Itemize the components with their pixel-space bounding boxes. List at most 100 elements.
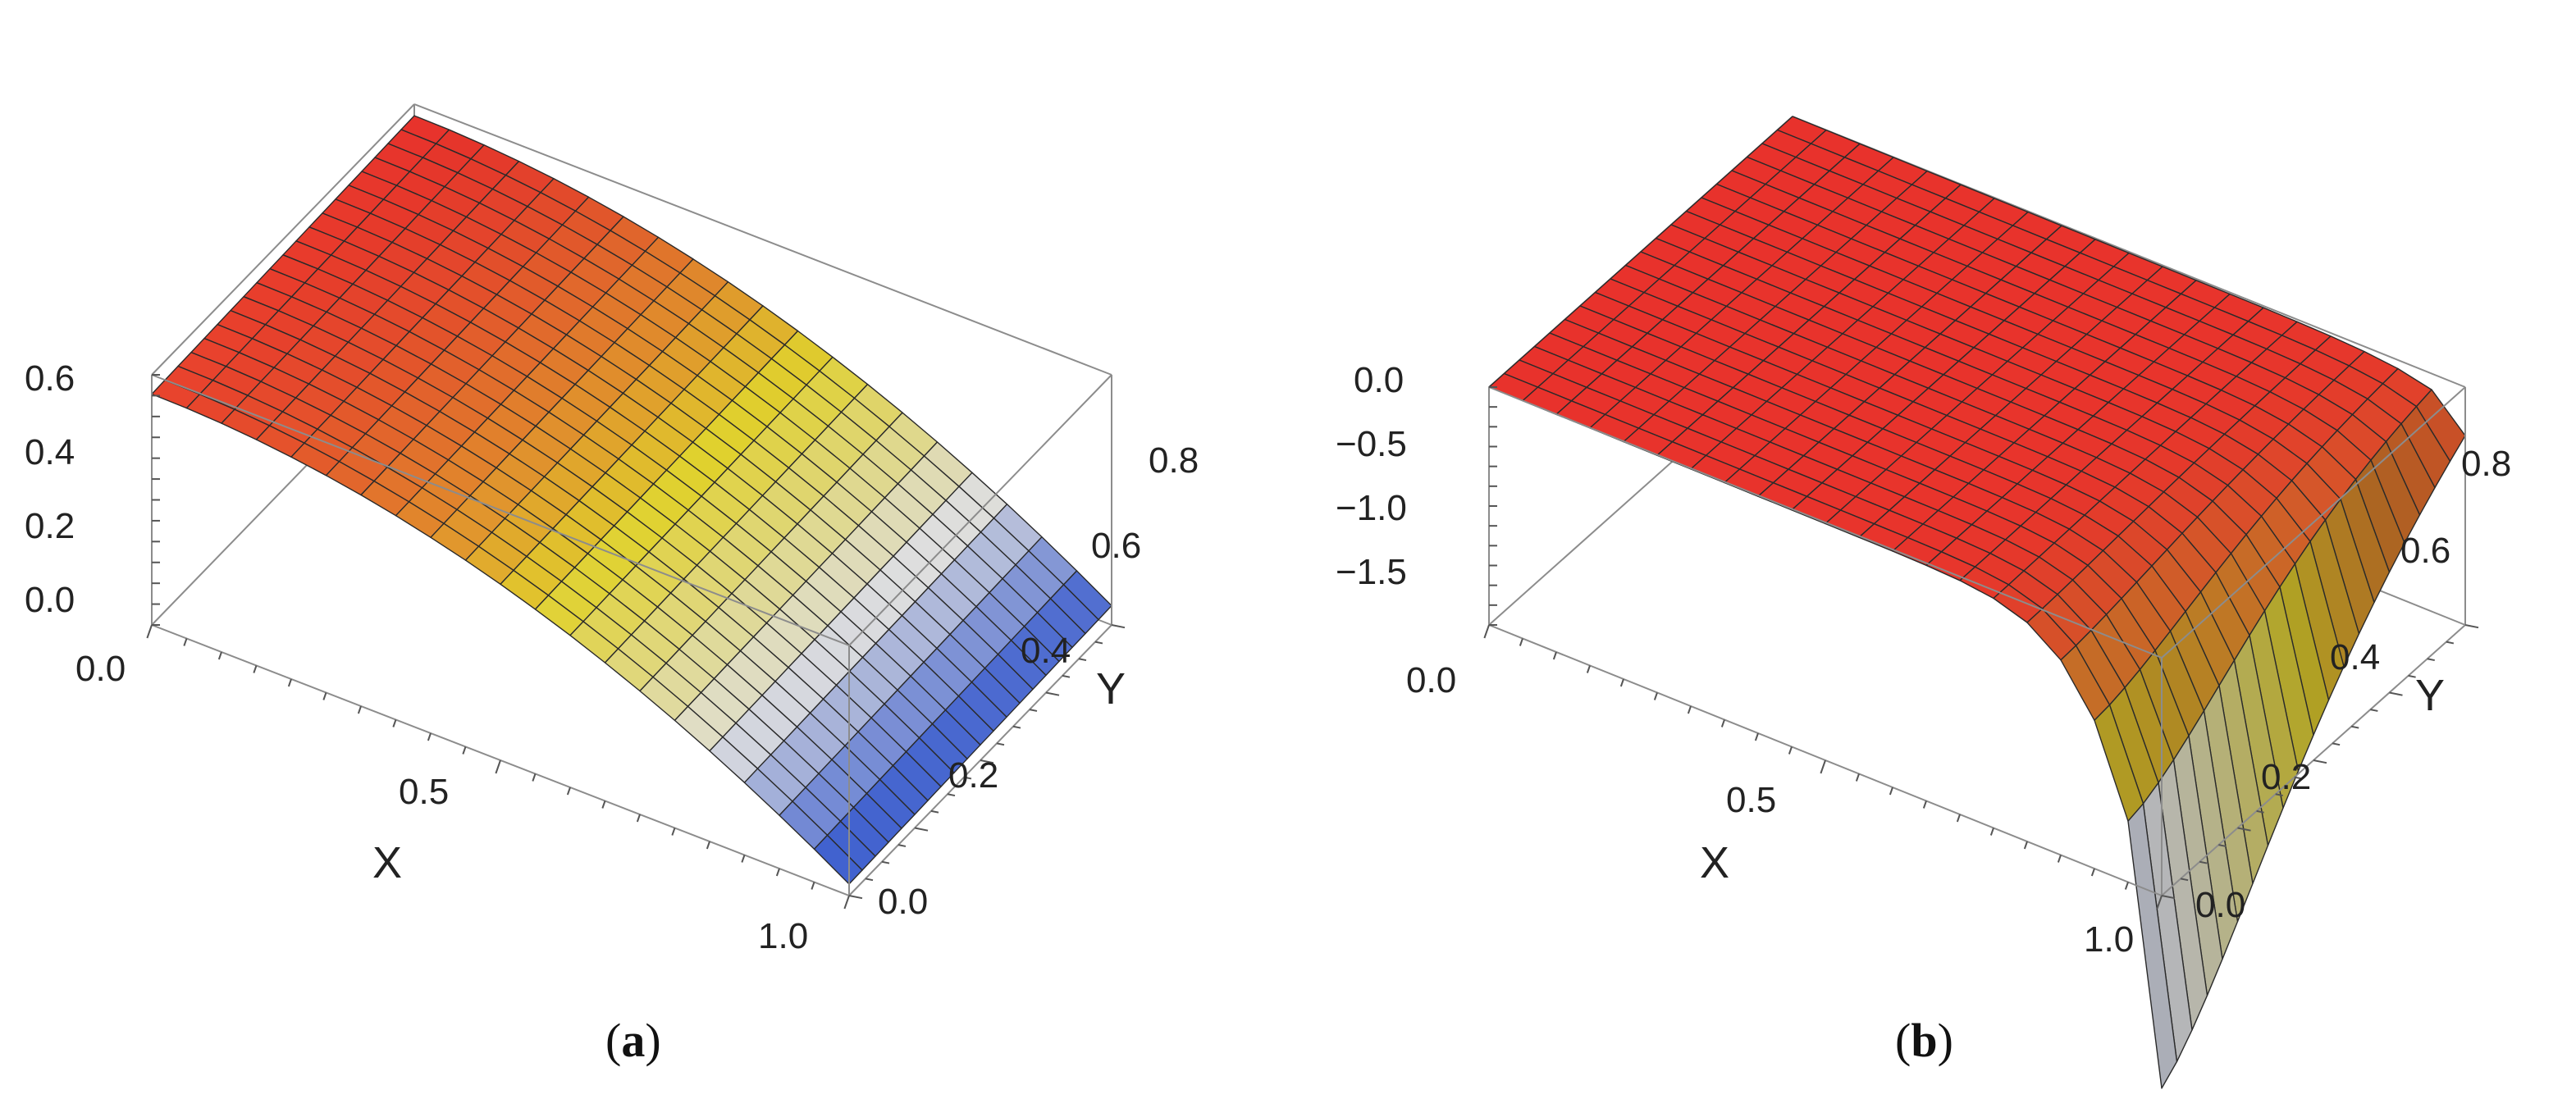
x-tick-a-0.5: 0.5 [399, 772, 449, 812]
y-tick-b-0.0: 0.0 [2195, 885, 2245, 925]
y-tick-b-0.4: 0.4 [2330, 637, 2380, 677]
x-tick-mark-b [2023, 841, 2028, 850]
panel-caption-b: (b) [1895, 1014, 1953, 1067]
y-tick-a-0.6: 0.6 [1091, 526, 1141, 566]
x-tick-mark-a [843, 895, 850, 910]
x-tick-mark-b [1788, 746, 1793, 755]
x-tick-mark-b [1989, 828, 1994, 836]
y-tick-mark-a [914, 827, 929, 832]
panel-label-a: a [621, 1014, 645, 1067]
box-edge-b [2161, 386, 2466, 659]
x-tick-mark-a [253, 665, 258, 673]
y-tick-b-0.6: 0.6 [2400, 531, 2450, 571]
y-tick-a-0.0: 0.0 [878, 882, 928, 922]
z-tick-b-neg1.0: −1.0 [1336, 488, 1407, 528]
x-tick-mark-b [1653, 692, 1658, 700]
x-tick-mark-a [322, 692, 327, 700]
surface-cell-b [2127, 803, 2178, 1089]
y-tick-mark-a [963, 776, 972, 780]
y-tick-b-0.2: 0.2 [2261, 757, 2311, 797]
x-tick-mark-b [2124, 882, 2129, 890]
y-tick-mark-a [848, 895, 863, 900]
y-tick-mark-b [2256, 809, 2264, 814]
y-tick-mark-b [2237, 827, 2251, 832]
x-tick-mark-a [357, 705, 362, 714]
axis-ticks-b [1483, 386, 2479, 910]
x-tick-mark-a [392, 719, 397, 727]
x-tick-mark-b [2090, 868, 2095, 877]
x-tick-mark-a [566, 787, 571, 796]
y-tick-mark-b [2180, 878, 2189, 882]
y-tick-mark-a [1094, 641, 1103, 645]
surface-mesh-b [1488, 116, 2466, 1089]
y-tick-mark-b [2313, 759, 2327, 764]
y-tick-mark-b [2275, 793, 2283, 797]
y-tick-mark-b [2294, 776, 2303, 780]
box-edge-a [413, 103, 1112, 376]
x-tick-b-0.0: 0.0 [1406, 660, 1456, 700]
x-axis-label-a: X [372, 838, 402, 887]
x-tick-b-0.5: 0.5 [1726, 780, 1776, 820]
x-tick-mark-b [1956, 814, 1961, 823]
y-tick-a-0.2: 0.2 [948, 755, 998, 796]
y-tick-mark-a [996, 742, 1005, 746]
panel-label-b: b [1911, 1014, 1937, 1067]
x-tick-mark-b [2057, 855, 2062, 863]
y-tick-mark-b [2408, 674, 2416, 678]
z-tick-b-neg0.5: −0.5 [1336, 424, 1407, 464]
y-tick-mark-a [1111, 624, 1126, 629]
x-tick-b-1.0: 1.0 [2084, 919, 2134, 960]
y-tick-mark-b [2446, 641, 2455, 645]
surface-plot-a: 0.6 0.4 0.2 0.0 0.0 0.5 1.0 X 0.0 0.2 0.… [25, 103, 1199, 1067]
z-tick-a-0.0: 0.0 [25, 580, 75, 620]
x-tick-mark-b [1820, 759, 1826, 774]
box-edge-a [151, 103, 415, 376]
x-tick-mark-b [1855, 773, 1860, 782]
x-tick-mark-a [601, 800, 606, 809]
y-tick-b-0.8: 0.8 [2461, 444, 2511, 484]
x-tick-mark-a [462, 746, 467, 755]
x-tick-mark-a [427, 732, 432, 741]
y-tick-mark-b [2218, 844, 2227, 847]
x-tick-mark-a [146, 624, 153, 639]
y-tick-mark-a [980, 759, 994, 764]
x-tick-mark-a [495, 759, 501, 774]
x-tick-mark-a [532, 773, 537, 782]
x-tick-mark-a [636, 814, 641, 823]
y-axis-label-a: Y [1096, 664, 1126, 714]
x-tick-mark-b [1483, 624, 1490, 639]
surface-mesh-a [151, 115, 1112, 885]
y-tick-mark-b [2161, 895, 2176, 900]
x-tick-mark-a [287, 678, 292, 687]
x-tick-mark-a [811, 882, 815, 890]
surface-cell-a [813, 834, 863, 885]
box-edge-a [151, 374, 850, 646]
y-tick-mark-a [1062, 674, 1071, 678]
y-tick-mark-b [2370, 709, 2378, 712]
panel-caption-a: (a) [605, 1014, 661, 1067]
x-tick-mark-b [1687, 705, 1692, 714]
x-tick-mark-b [1619, 678, 1624, 687]
x-tick-mark-a [671, 828, 676, 836]
y-tick-mark-b [2199, 860, 2208, 864]
y-tick-a-0.4: 0.4 [1021, 631, 1071, 671]
z-tick-b-0.0: 0.0 [1354, 360, 1404, 400]
y-tick-mark-b [2389, 691, 2403, 696]
axis-ticks-a [146, 374, 1126, 910]
x-tick-mark-b [1922, 800, 1927, 809]
y-tick-mark-a [897, 844, 907, 847]
box-edge-a [848, 374, 1112, 646]
x-tick-mark-b [1519, 638, 1523, 646]
y-tick-mark-a [1078, 658, 1087, 662]
x-tick-a-0.0: 0.0 [75, 649, 126, 689]
y-tick-mark-b [2351, 725, 2359, 729]
z-tick-b-neg1.5: −1.5 [1336, 552, 1407, 592]
x-axis-label-b: X [1700, 838, 1729, 887]
surface-plot-b: 0.0 −0.5 −1.0 −1.5 0.0 0.5 1.0 X 0.0 0.2… [1336, 116, 2511, 1089]
x-tick-mark-a [183, 638, 188, 646]
y-tick-mark-b [2332, 742, 2341, 746]
y-axis-label-b: Y [2415, 671, 2445, 720]
x-tick-mark-a [706, 841, 710, 850]
y-tick-mark-a [1045, 691, 1060, 696]
